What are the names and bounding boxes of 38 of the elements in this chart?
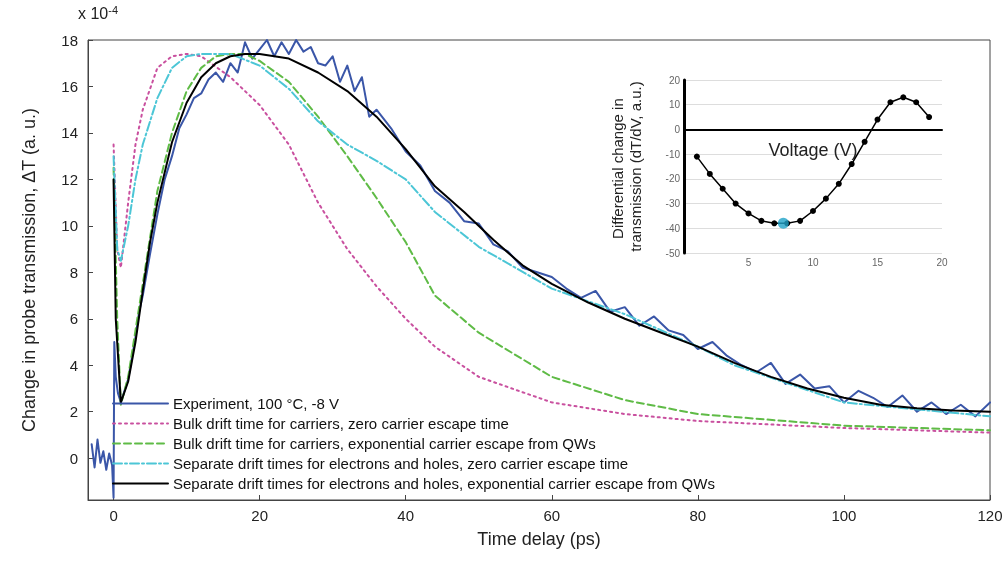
y-tick-label: 16 — [61, 77, 78, 95]
x-tick-label: 60 — [543, 507, 561, 524]
x-tick-label: 80 — [689, 507, 707, 524]
y-tick-label: 20 — [668, 74, 681, 86]
y-tick-label: 4 — [69, 356, 78, 374]
y-tick-label: -50 — [665, 247, 681, 259]
y-tick-label: -10 — [665, 148, 681, 160]
y-tick-label: 18 — [61, 31, 78, 49]
x-tick-label: 40 — [397, 507, 415, 524]
legend-label: Separate drift times for electrons and holes, zero carrier escape time — [173, 455, 629, 472]
x-tick-label: 15 — [871, 256, 884, 268]
x-tick-label: 20 — [936, 256, 948, 268]
y-tick-label: 6 — [69, 310, 78, 328]
y-tick-label: 10 — [61, 217, 78, 235]
y-tick-label: 2 — [69, 403, 78, 421]
x-axis-title: Voltage (V) — [768, 140, 858, 161]
y-tick-label: -30 — [665, 198, 681, 210]
legend-label: Separate drift times for electrons and holes, exponential carrier escape from QWs — [173, 475, 715, 492]
x-tick-label: 0 — [109, 507, 118, 524]
y-tick-label: 10 — [668, 99, 681, 111]
y-tick-label: 14 — [61, 124, 78, 142]
y-axis-title: Differential change in transmission (dT/dV, a.u.) — [608, 81, 644, 252]
y-tick-label: -20 — [665, 173, 681, 185]
x-tick-label: 100 — [831, 507, 857, 524]
x-tick-label: 20 — [251, 507, 268, 524]
y-axis-title: Change in probe transmission, ΔT (a. u.) — [19, 108, 39, 432]
y-tick-label: 8 — [69, 263, 78, 281]
x-tick-label: 10 — [807, 256, 819, 268]
y-tick-label: -40 — [665, 222, 681, 234]
x-tick-label: 120 — [977, 507, 1003, 524]
x-tick-label: 5 — [745, 256, 752, 268]
x-axis-title: Time delay (ps) — [477, 529, 601, 549]
y-tick-label: 0 — [69, 449, 78, 467]
legend-label: Bulk drift time for carriers, exponential carrier escape from QWs — [173, 435, 596, 452]
legend-label: Experiment, 100 °C, -8 V — [173, 395, 340, 412]
legend-label: Bulk drift time for carriers, zero carrier escape time — [173, 415, 509, 432]
y-tick-label: 12 — [61, 170, 78, 188]
y-tick-label: 0 — [674, 123, 681, 135]
